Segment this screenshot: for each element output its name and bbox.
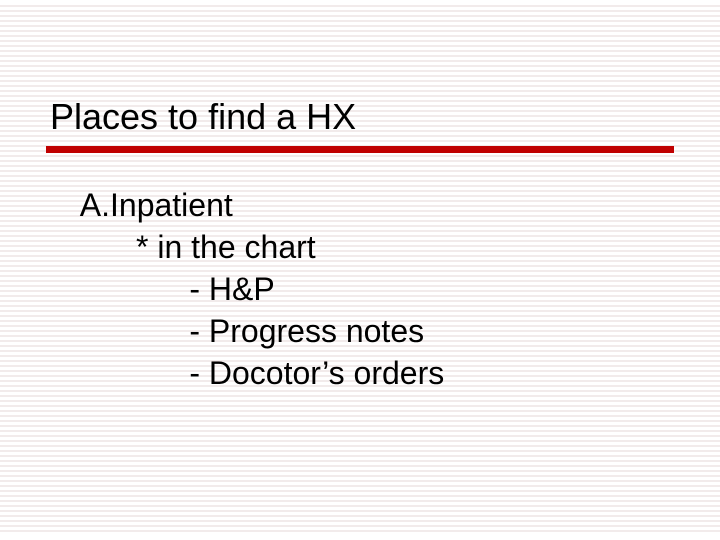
list-marker: A. (58, 184, 110, 226)
slide: Places to find a HX A.Inpatient* in the … (0, 0, 720, 540)
slide-title: Places to find a HX (50, 96, 356, 137)
title-underline (46, 146, 674, 153)
list-sub-line: - Progress notes (136, 310, 444, 352)
list-item: A.Inpatient (58, 184, 444, 226)
title-block: Places to find a HX (50, 96, 356, 138)
list-sub-line: - Docotor’s orders (136, 352, 444, 394)
list-item-text: Inpatient (110, 184, 233, 226)
list-sub-block: * in the chart - H&P - Progress notes - … (136, 226, 444, 394)
body-block: A.Inpatient* in the chart - H&P - Progre… (58, 184, 444, 394)
list-sub-line: - H&P (136, 268, 444, 310)
list-sub-line: * in the chart (136, 226, 444, 268)
